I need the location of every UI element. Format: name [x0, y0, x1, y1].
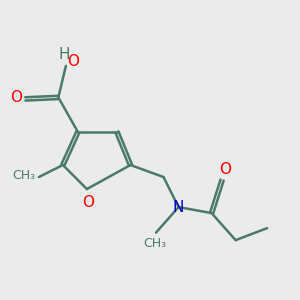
- Text: O: O: [68, 54, 80, 69]
- Text: O: O: [219, 162, 231, 177]
- Text: O: O: [82, 195, 94, 210]
- Text: H: H: [58, 47, 70, 62]
- Text: N: N: [173, 200, 184, 214]
- Text: CH₃: CH₃: [12, 169, 35, 182]
- Text: O: O: [10, 90, 22, 105]
- Text: CH₃: CH₃: [143, 237, 166, 250]
